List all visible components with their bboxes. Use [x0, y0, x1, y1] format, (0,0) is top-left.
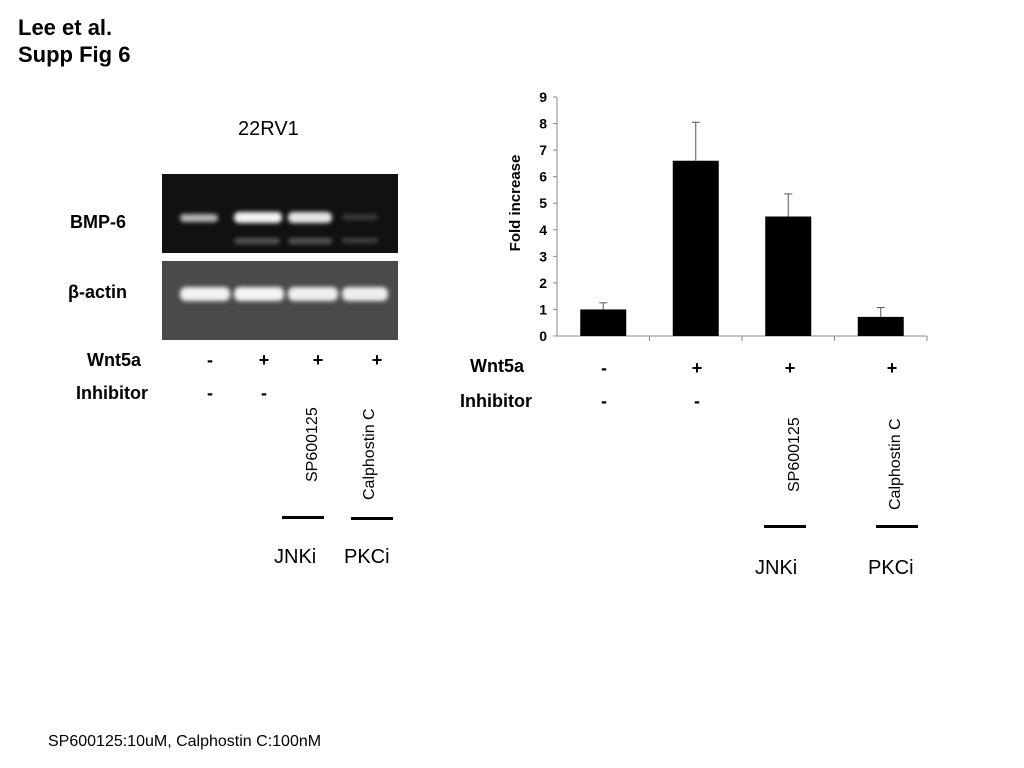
authors-label: Lee et al. — [18, 15, 113, 40]
y-tick-label: 3 — [539, 248, 547, 264]
y-tick-label: 1 — [539, 301, 547, 317]
bmp6-band-3 — [288, 212, 332, 223]
figure-title: Lee et al. Supp Fig 6 — [18, 14, 130, 68]
y-tick-label: 7 — [539, 142, 547, 158]
gel-pkci-underline — [351, 517, 393, 520]
y-tick-label: 8 — [539, 116, 547, 132]
actin-label: β-actin — [68, 282, 127, 302]
gel-inhibitor-label: Inhibitor — [76, 383, 148, 403]
chart-wnt5a-col-1: - — [601, 358, 607, 378]
y-tick-label: 6 — [539, 169, 547, 185]
bar — [857, 316, 904, 336]
gel-inhibitor-lane-1: - — [207, 383, 213, 403]
bar — [580, 309, 627, 336]
chart-wnt5a-label: Wnt5a — [470, 356, 524, 376]
gel-wnt5a-lane-4: + — [371, 350, 383, 370]
bmp6-label: BMP-6 — [70, 212, 127, 232]
gel-group-pkci: PKCi — [344, 546, 390, 568]
chart-pkci-underline — [876, 525, 918, 528]
bmp6-band-4 — [342, 214, 378, 220]
gel-wnt5a-lane-3: + — [312, 350, 324, 370]
gel-group-jnki: JNKi — [274, 546, 317, 568]
chart-wnt5a-col-4: + — [886, 358, 898, 378]
y-tick-label: 0 — [539, 328, 547, 344]
chart-inhibitor-label: Inhibitor — [460, 391, 532, 411]
y-tick-label: 2 — [539, 275, 547, 291]
actin-band-2 — [234, 287, 284, 301]
actin-band-1 — [180, 287, 230, 301]
bar — [672, 160, 719, 336]
bmp6-lower-band-3 — [288, 238, 332, 244]
actin-band-4 — [342, 287, 388, 301]
bmp6-lower-band-4 — [342, 238, 378, 243]
cell-line-label: 22RV1 — [238, 118, 299, 140]
chart-group-jnki: JNKi — [755, 557, 798, 579]
gel-wnt5a-lane-2: + — [258, 350, 270, 370]
gel-image — [162, 174, 398, 340]
chart-inhibitor-sp600125: SP600125 — [786, 417, 803, 492]
gel-wnt5a-lane-1: - — [207, 350, 213, 370]
y-tick-label: 5 — [539, 195, 547, 211]
chart-inhibitor-calphostin: Calphostin C — [887, 418, 904, 510]
actin-band-3 — [288, 287, 338, 301]
bar — [765, 216, 812, 336]
figure-number-label: Supp Fig 6 — [18, 42, 131, 67]
bmp6-band-2 — [234, 212, 282, 223]
gel-inhibitor-sp600125: SP600125 — [304, 407, 321, 482]
y-axis-label: Fold increase — [507, 155, 524, 252]
chart-inhibitor-col-1: - — [601, 391, 607, 411]
bmp6-lower-band-2 — [234, 238, 280, 244]
footnote: SP600125:10uM, Calphostin C:100nM — [48, 733, 322, 750]
chart-wnt5a-col-2: + — [691, 358, 703, 378]
chart-inhibitor-col-2: - — [694, 391, 700, 411]
chart-jnki-underline — [764, 525, 806, 528]
y-tick-label: 4 — [539, 222, 547, 238]
gel-jnki-underline — [282, 516, 324, 519]
y-tick-label: 9 — [539, 89, 547, 105]
gel-inhibitor-lane-2: - — [261, 383, 267, 403]
gel-inhibitor-calphostin: Calphostin C — [361, 408, 378, 500]
fold-increase-chart: Fold increase 0 1 2 3 4 5 6 7 8 9 — [507, 89, 928, 344]
bmp6-band-1 — [180, 214, 218, 222]
chart-wnt5a-col-3: + — [784, 358, 796, 378]
gel-wnt5a-label: Wnt5a — [87, 350, 141, 370]
chart-group-pkci: PKCi — [868, 557, 914, 579]
